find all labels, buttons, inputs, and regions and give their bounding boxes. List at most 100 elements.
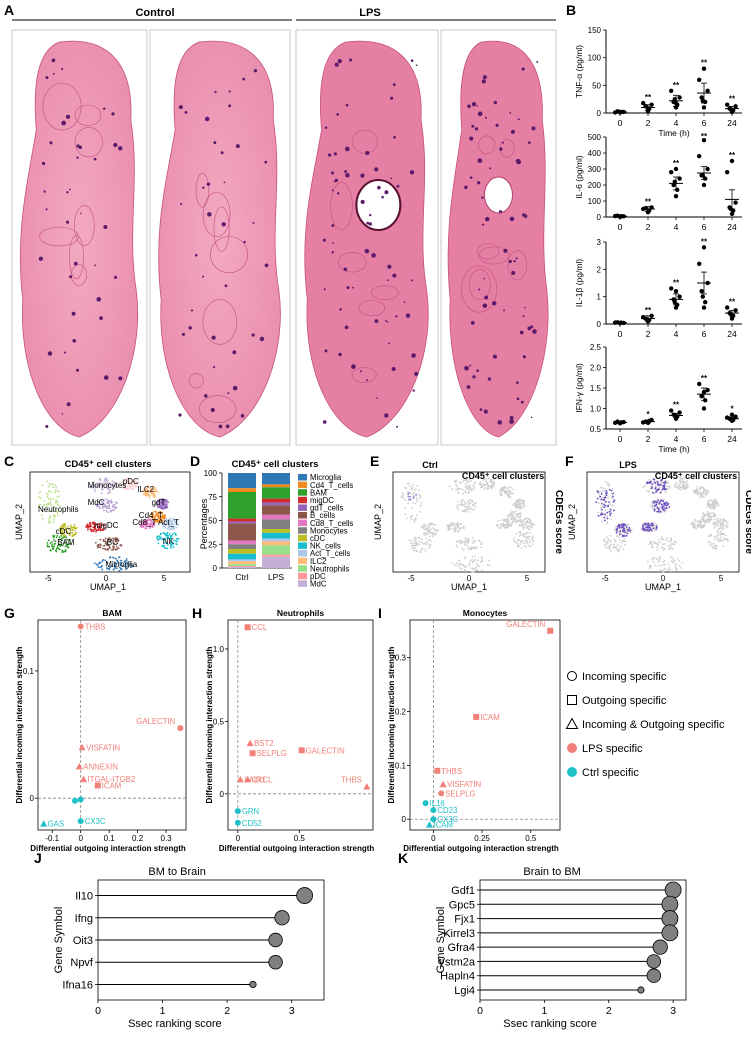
cell-cluster-dot [332,242,334,244]
umap-point [607,481,609,484]
cell-cluster-dot [232,385,238,391]
cell-cluster-dot [515,257,518,260]
umap-score-point [660,478,663,481]
umap-point [505,527,508,529]
umap-point [153,524,156,527]
umap-point [164,524,167,527]
y-axis-label: IL-6 (pg/ml) [574,155,584,199]
umap-point [456,503,459,506]
umap-point [457,525,459,528]
umap-point [148,495,150,498]
scatter-point [422,800,429,807]
umap-point [664,563,666,566]
umap-point [92,485,95,487]
umap-point [720,532,722,535]
umap-point [676,486,679,489]
significance-stars: ** [729,298,736,307]
umap-point [142,489,145,492]
umap-point [492,480,495,483]
legend-square-icon [567,695,577,705]
umap-cluster-label: Act_T [158,518,179,527]
umap-point [90,528,93,531]
umap-point [660,536,663,539]
scatter-point-label: ICAM [480,713,500,722]
umap-point [472,567,474,570]
cell-cluster-dot [213,141,217,145]
data-point [669,170,674,175]
cell-cluster-dot [103,375,109,380]
bar-segment [228,564,256,567]
umap-score-point [625,526,628,528]
umap-point [608,483,611,486]
umap-point [99,546,102,549]
umap-point [107,484,110,487]
umap-point [418,489,421,492]
umap-point [523,504,526,507]
umap-point [475,569,477,572]
cell-cluster-dot [415,64,418,67]
umap-point [153,516,156,518]
significance-stars: ** [673,81,680,90]
tissue-section [304,40,429,438]
umap-point [468,503,471,505]
umap-point [669,545,672,548]
cell-cluster-dot [471,102,477,107]
umap-point [414,502,417,505]
cell-cluster-dot [331,171,335,175]
umap-point [719,525,722,528]
cell-cluster-dot [178,413,182,417]
lollipop-title: BM to Brain [148,866,205,878]
umap-point [508,512,511,515]
umap-point [50,491,53,494]
umap-point [97,501,100,503]
umap-point [110,501,113,504]
y-tick-label: 0.1 [395,761,407,770]
umap-score-point [656,489,658,491]
x-axis-label: Time (h) [658,128,689,138]
umap-point [714,544,716,547]
cell-cluster-dot [264,160,268,164]
umap-point [454,529,457,531]
umap-point [410,488,413,491]
umap-point [721,522,724,525]
umap-point [161,504,164,507]
umap-point [101,501,104,504]
umap-point [675,541,677,544]
cell-cluster-dot [387,264,392,269]
umap-point [519,531,522,533]
tissue-structure [507,250,528,281]
umap-point [53,539,56,541]
umap-point [101,568,104,571]
y-tick-label: 500 [588,133,602,142]
umap-point [163,502,165,505]
cell-cluster-dot [181,332,186,336]
scatter-point [77,623,84,630]
umap-score-point [644,529,647,532]
umap-point [670,570,673,573]
cell-cluster-dot [204,394,208,398]
cell-cluster-dot [476,105,479,107]
umap-point [629,531,632,533]
x-tick-label: Ctrl [235,572,248,582]
panel-h: H [192,605,202,621]
umap-point [700,516,703,518]
umap-point [107,501,109,504]
umap-point [659,506,661,509]
umap-point [147,493,150,496]
gene-label: Gdf1 [451,885,475,897]
umap-point [512,515,515,518]
umap-point [465,491,467,494]
umap-point [675,564,677,567]
legend-swatch [298,504,307,511]
umap-point [450,525,453,527]
group-label-lps: LPS [359,7,380,19]
cell-cluster-dot [483,277,486,280]
umap-point [453,480,456,482]
umap-point [693,522,696,525]
umap-point [166,501,169,504]
umap-point [511,518,514,521]
umap-point [135,483,138,485]
legend-swatch [298,474,307,481]
cell-cluster-dot [477,158,483,163]
umap-point [720,536,723,539]
